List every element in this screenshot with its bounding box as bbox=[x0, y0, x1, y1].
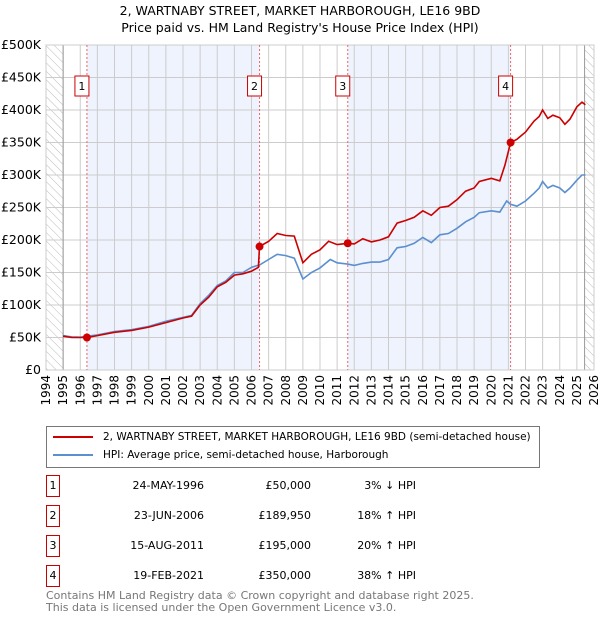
x-tick-label: 2002 bbox=[176, 375, 190, 406]
x-tick-label: 1999 bbox=[125, 375, 139, 406]
x-tick-label: 2024 bbox=[553, 375, 567, 406]
sale-point bbox=[82, 333, 91, 342]
y-tick-label: £350K bbox=[1, 135, 42, 150]
legend: 2, WARTNABY STREET, MARKET HARBOROUGH, L… bbox=[46, 426, 540, 468]
x-tick-label: 2010 bbox=[313, 375, 327, 406]
x-tick-label: 2014 bbox=[382, 375, 396, 406]
hpi-line bbox=[62, 174, 586, 339]
transaction-marker: 3 bbox=[46, 535, 60, 557]
price-chart: £0 £50K £100K £150K £200K £250K £300K £350K £400… bbox=[1, 37, 600, 406]
sale-number-label: 3 bbox=[339, 80, 346, 93]
legend-hpi-label: HPI: Average price, semi-detached house,… bbox=[103, 449, 389, 461]
transaction-marker: 1 bbox=[46, 475, 60, 497]
transaction-date: 24-MAY-1996 bbox=[132, 479, 204, 492]
x-tick-label: 1996 bbox=[73, 375, 87, 406]
sale-point bbox=[343, 239, 352, 248]
x-tick-label: 2016 bbox=[416, 375, 430, 406]
x-tick-label: 1997 bbox=[90, 375, 104, 406]
x-tick-label: 2003 bbox=[193, 375, 207, 406]
sale-number-box bbox=[498, 75, 514, 97]
sale-point bbox=[255, 242, 264, 251]
x-tick-label: 1998 bbox=[108, 375, 122, 406]
transaction-hpi-diff: 38% ↑ HPI bbox=[357, 569, 416, 582]
x-tick-label: 2004 bbox=[210, 375, 224, 406]
sale-point bbox=[506, 138, 515, 147]
property-price-line bbox=[62, 101, 586, 339]
transaction-hpi-diff: 3% ↓ HPI bbox=[364, 479, 416, 492]
x-tick-label: 2001 bbox=[159, 375, 173, 406]
y-tick-label: £150K bbox=[1, 265, 42, 280]
y-tick-label: £100K bbox=[1, 297, 42, 312]
x-tick-label: 1994 bbox=[39, 375, 53, 406]
transaction-row: 3 15-AUG-2011 £195,000 20% ↑ HPI bbox=[46, 535, 600, 559]
sale-number-label: 1 bbox=[78, 80, 85, 93]
chart-title: 2, WARTNABY STREET, MARKET HARBOROUGH, L… bbox=[119, 3, 481, 18]
transaction-marker: 4 bbox=[46, 565, 60, 587]
y-tick-label: £400K bbox=[1, 102, 42, 117]
x-tick-label: 2015 bbox=[399, 375, 413, 406]
x-tick-label: 2023 bbox=[536, 375, 550, 406]
attribution: Contains HM Land Registry data © Crown c… bbox=[46, 590, 474, 614]
x-tick-label: 2022 bbox=[519, 375, 533, 406]
transaction-hpi-diff: 18% ↑ HPI bbox=[357, 509, 416, 522]
transaction-date: 19-FEB-2021 bbox=[133, 569, 204, 582]
y-tick-label: £300K bbox=[1, 167, 42, 182]
x-tick-label: 2008 bbox=[279, 375, 293, 406]
transaction-price: £50,000 bbox=[265, 479, 312, 492]
transaction-hpi-diff: 20% ↑ HPI bbox=[357, 539, 416, 552]
sale-number-label: 4 bbox=[502, 80, 509, 93]
transaction-row: 1 24-MAY-1996 £50,000 3% ↓ HPI bbox=[46, 475, 600, 499]
x-tick-label: 2013 bbox=[364, 375, 378, 406]
sale-number-box bbox=[247, 75, 263, 97]
attribution-line1: Contains HM Land Registry data © Crown c… bbox=[46, 589, 474, 602]
x-tick-label: 2012 bbox=[347, 375, 361, 406]
x-tick-label: 2026 bbox=[587, 375, 600, 406]
x-tick-label: 1995 bbox=[56, 375, 70, 406]
legend-hpi-swatch bbox=[53, 454, 93, 456]
transaction-date: 23-JUN-2006 bbox=[133, 509, 204, 522]
legend-property-label: 2, WARTNABY STREET, MARKET HARBOROUGH, L… bbox=[103, 431, 531, 443]
x-tick-label: 2011 bbox=[330, 375, 344, 406]
plot-border bbox=[45, 44, 595, 371]
x-tick-label: 2020 bbox=[484, 375, 498, 406]
y-tick-label: £200K bbox=[1, 232, 42, 247]
attribution-line2: This data is licensed under the Open Gov… bbox=[46, 601, 397, 614]
sale-number-label: 2 bbox=[251, 80, 258, 93]
transaction-price: £350,000 bbox=[258, 569, 312, 582]
x-tick-label: 2006 bbox=[245, 375, 259, 406]
x-tick-label: 2025 bbox=[570, 375, 584, 406]
x-tick-label: 2018 bbox=[450, 375, 464, 406]
legend-property-swatch bbox=[53, 436, 93, 438]
transaction-row: 4 19-FEB-2021 £350,000 38% ↑ HPI bbox=[46, 565, 600, 589]
transaction-marker: 2 bbox=[46, 505, 60, 527]
y-tick-label: £0 bbox=[25, 362, 41, 377]
x-tick-label: 2005 bbox=[227, 375, 241, 406]
x-tick-label: 2007 bbox=[262, 375, 276, 406]
transaction-date: 15-AUG-2011 bbox=[130, 539, 204, 552]
transaction-price: £195,000 bbox=[258, 539, 312, 552]
y-tick-label: £500K bbox=[1, 37, 42, 52]
x-tick-label: 2009 bbox=[296, 375, 310, 406]
transaction-row: 2 23-JUN-2006 £189,950 18% ↑ HPI bbox=[46, 505, 600, 529]
y-tick-label: £250K bbox=[1, 200, 42, 215]
y-tick-label: £450K bbox=[1, 70, 42, 85]
sale-number-box bbox=[74, 75, 90, 97]
y-tick-label: £50K bbox=[9, 330, 42, 345]
sale-number-box bbox=[335, 75, 351, 97]
transaction-price: £189,950 bbox=[258, 509, 312, 522]
x-tick-label: 2000 bbox=[142, 375, 156, 406]
x-tick-label: 2021 bbox=[501, 375, 515, 406]
x-tick-label: 2017 bbox=[433, 375, 447, 406]
x-tick-label: 2019 bbox=[467, 375, 481, 406]
chart-subtitle: Price paid vs. HM Land Registry's House … bbox=[121, 20, 479, 35]
